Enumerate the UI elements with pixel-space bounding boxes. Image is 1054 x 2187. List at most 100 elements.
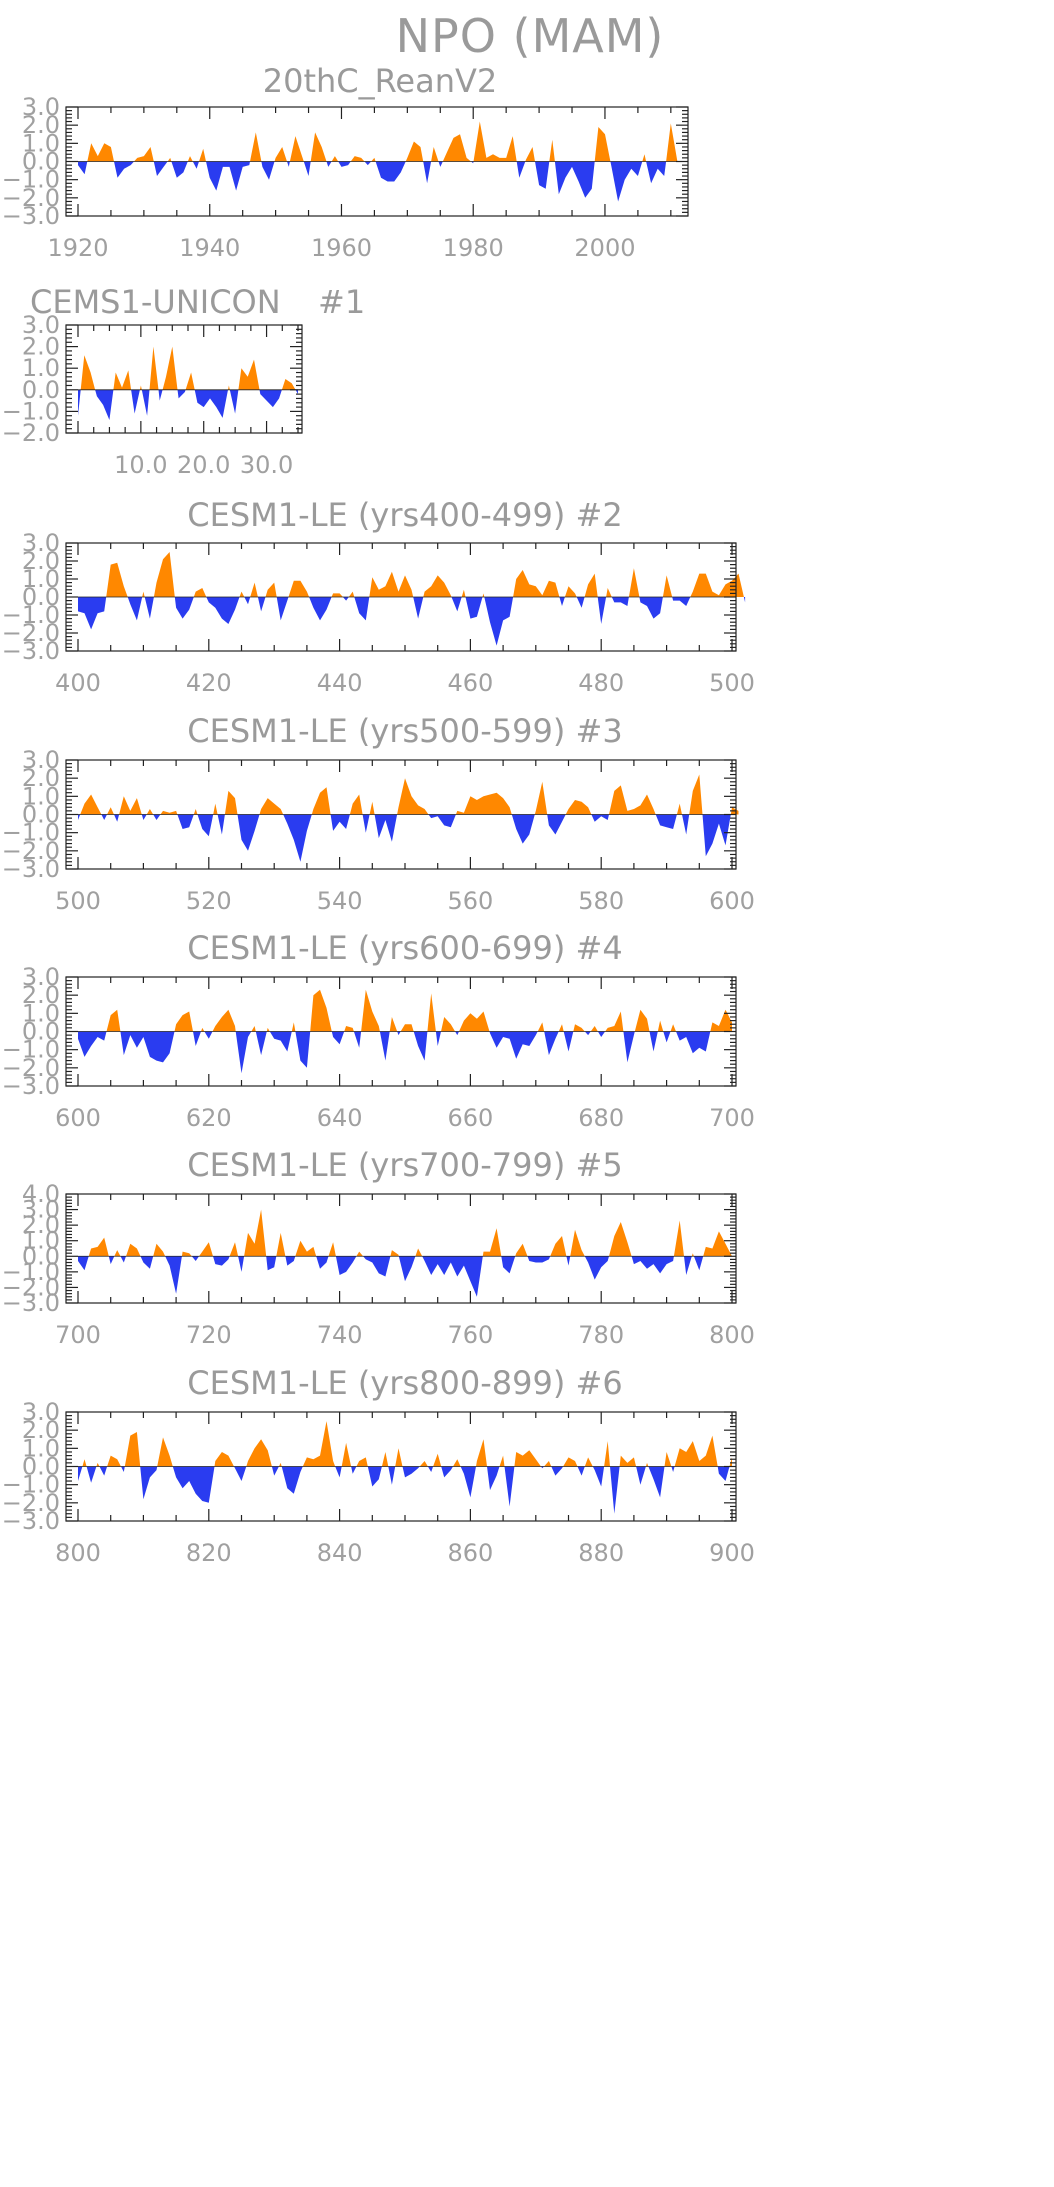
panel-title: CESM1-LE (yrs700-799) #5 <box>187 1146 622 1184</box>
x-tick-label: 20.0 <box>177 451 230 479</box>
panel-0: 20thC_ReanV2 −3.0−2.0−1.00.01.02.03.0 1920… <box>2 62 689 262</box>
y-tick-label: −2.0 <box>2 1489 60 1517</box>
panel-6: CESM1-LE (yrs800-899) #6 −3.0−2.0−1.00.01… <box>2 1364 755 1567</box>
figure-title: NPO (MAM) <box>396 9 665 63</box>
y-tick-label: 0.0 <box>22 148 60 176</box>
x-tick-label: 500 <box>55 887 101 915</box>
positive-area <box>106 989 732 1032</box>
y-tick-label: 0.0 <box>22 801 60 829</box>
y-tick-label: 2.0 <box>22 111 60 139</box>
panel-3: CESM1-LE (yrs500-599) #3 −3.0−2.0−1.00.01… <box>2 712 755 915</box>
panel-4: CESM1-LE (yrs600-699) #4 −3.0−2.0−1.00.01… <box>2 929 755 1132</box>
y-tick-label: −1.0 <box>2 1036 60 1064</box>
x-tick-label: 30.0 <box>240 451 293 479</box>
y-tick-label: −2.0 <box>2 419 60 447</box>
panel-title: CEMS1-UNICON <box>30 283 281 321</box>
y-tick-label: 3.0 <box>22 1398 60 1426</box>
y-tick-label: 3.0 <box>22 1196 60 1224</box>
positive-area <box>82 1421 732 1467</box>
x-tick-label: 2000 <box>574 234 635 262</box>
y-tick-label: 1.0 <box>22 354 60 382</box>
x-tick-label: 700 <box>55 1321 101 1349</box>
x-tick-label: 800 <box>55 1539 101 1567</box>
y-tick-label: −2.0 <box>2 619 60 647</box>
negative-area <box>78 1031 711 1074</box>
positive-area <box>80 774 739 815</box>
y-tick-label: −3.0 <box>2 202 60 230</box>
x-tick-label: 600 <box>55 1104 101 1132</box>
x-tick-label: 1940 <box>179 234 240 262</box>
panel-2: CESM1-LE (yrs400-499) #2 −3.0−2.0−1.00.01… <box>2 496 755 697</box>
x-tick-label: 600 <box>709 887 755 915</box>
y-tick-label: −2.0 <box>2 184 60 212</box>
positive-area <box>87 121 678 162</box>
y-tick-label: −1.0 <box>2 601 60 629</box>
x-tick-label: 480 <box>578 669 624 697</box>
y-tick-label: −1.0 <box>2 166 60 194</box>
x-tick-label: 700 <box>709 1104 755 1132</box>
x-tick-label: 740 <box>317 1321 363 1349</box>
x-tick-label: 500 <box>709 669 755 697</box>
positive-area <box>80 346 296 390</box>
negative-area <box>78 597 746 646</box>
x-tick-label: 760 <box>447 1321 493 1349</box>
x-tick-label: 400 <box>55 669 101 697</box>
y-tick-label: 2.0 <box>22 764 60 792</box>
panel-1: CEMS1-UNICON #1 −2.0−1.00.01.02.03.0 10.0 20… <box>2 283 365 479</box>
x-tick-label: 580 <box>578 887 624 915</box>
negative-area <box>78 389 298 420</box>
x-tick-label: 640 <box>317 1104 363 1132</box>
x-tick-label: 860 <box>447 1539 493 1567</box>
negative-area <box>78 1466 730 1514</box>
plot-frame <box>65 324 303 434</box>
y-tick-label: −1.0 <box>2 819 60 847</box>
x-tick-label: 780 <box>578 1321 624 1349</box>
panel-title: CESM1-LE (yrs800-899) #6 <box>187 1364 622 1402</box>
panels-group: 20thC_ReanV2−3.0−2.0−1.00.01.02.03.01920… <box>2 62 755 1567</box>
y-tick-label: 3.0 <box>22 963 60 991</box>
panel-title: CESM1-LE (yrs600-699) #4 <box>187 929 622 967</box>
y-tick-label: 2.0 <box>22 547 60 575</box>
negative-area <box>78 1256 704 1297</box>
y-tick-label: −3.0 <box>2 637 60 665</box>
plot-frame <box>65 1193 737 1304</box>
y-tick-label: −3.0 <box>2 1072 60 1100</box>
x-tick-label: 1980 <box>443 234 504 262</box>
y-tick-label: 1.0 <box>22 565 60 593</box>
x-tick-label: 540 <box>317 887 363 915</box>
x-tick-label: 900 <box>709 1539 755 1567</box>
panel-5: CESM1-LE (yrs700-799) #5 −3.0−2.0−1.00.01… <box>2 1146 755 1349</box>
x-tick-label: 680 <box>578 1104 624 1132</box>
y-tick-label: −2.0 <box>2 837 60 865</box>
x-tick-label: 840 <box>317 1539 363 1567</box>
y-tick-label: 0.0 <box>22 376 60 404</box>
negative-area <box>78 161 667 202</box>
x-tick-label: 880 <box>578 1539 624 1567</box>
x-tick-label: 560 <box>447 887 493 915</box>
y-tick-label: 0.0 <box>22 583 60 611</box>
y-tick-label: 2.0 <box>22 1416 60 1444</box>
x-tick-label: 460 <box>447 669 493 697</box>
y-tick-label: 3.0 <box>22 93 60 121</box>
y-tick-label: 0.0 <box>22 1242 60 1270</box>
y-tick-label: 1.0 <box>22 129 60 157</box>
y-tick-label: 0.0 <box>22 1453 60 1481</box>
x-tick-label: 720 <box>186 1321 232 1349</box>
y-tick-label: −3.0 <box>2 855 60 883</box>
positive-area <box>106 552 744 597</box>
panel-title: 20thC_ReanV2 <box>263 62 498 100</box>
y-tick-label: −1.0 <box>2 1471 60 1499</box>
y-tick-label: −3.0 <box>2 1507 60 1535</box>
y-tick-label: 1.0 <box>22 782 60 810</box>
x-tick-label: 620 <box>186 1104 232 1132</box>
y-tick-label: 3.0 <box>22 529 60 557</box>
x-tick-label: 420 <box>186 669 232 697</box>
x-tick-label: 440 <box>317 669 363 697</box>
y-tick-label: −1.0 <box>2 1258 60 1286</box>
y-tick-label: 1.0 <box>22 1227 60 1255</box>
x-tick-label: 10.0 <box>114 451 167 479</box>
x-tick-label: 520 <box>186 887 232 915</box>
x-tick-label: 1920 <box>47 234 108 262</box>
y-tick-label: 0.0 <box>22 1018 60 1046</box>
